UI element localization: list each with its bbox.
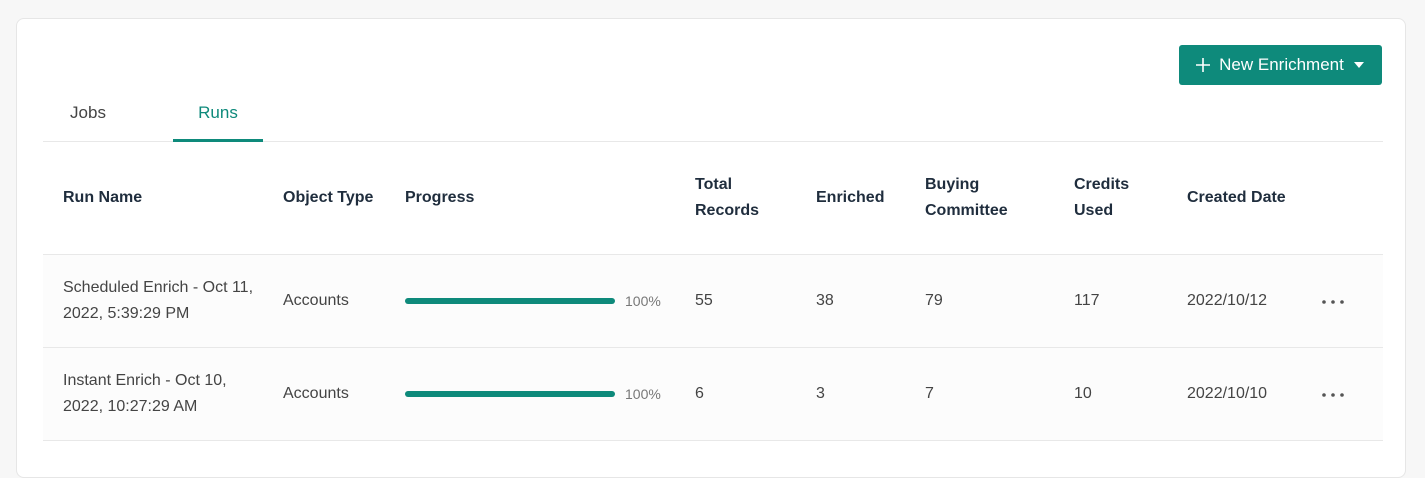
card: New Enrichment Jobs Runs Run Name Object T… xyxy=(16,18,1406,478)
credits-used-cell: 10 xyxy=(1074,347,1187,441)
runs-table: Run Name Object Type Progress Total Records… xyxy=(43,141,1383,441)
created-date-cell: 2022/10/12 xyxy=(1187,254,1321,348)
column-header: Buying Committee xyxy=(925,141,1074,255)
progress-track xyxy=(405,390,615,397)
column-header: Total Records xyxy=(695,141,816,255)
tabs: Jobs Runs xyxy=(43,89,1383,142)
progress-label: 100% xyxy=(625,292,661,309)
plus-icon xyxy=(1196,58,1211,72)
actions-cell xyxy=(1321,347,1383,441)
column-header: Credits Used xyxy=(1074,141,1187,255)
run-name-cell: Instant Enrich - Oct 10, 2022, 10:27:29 … xyxy=(43,347,283,441)
more-icon[interactable] xyxy=(1321,392,1345,398)
progress-cell: 100% xyxy=(405,347,695,441)
total-records-cell: 55 xyxy=(695,254,816,348)
created-date-cell: 2022/10/10 xyxy=(1187,347,1321,441)
button-label: New Enrichment xyxy=(1219,55,1344,74)
tab[interactable]: Jobs xyxy=(70,103,106,122)
header-row: Run Name Object Type Progress Total Records… xyxy=(43,141,1383,255)
actions-header xyxy=(1321,141,1383,255)
caret-icon xyxy=(1353,62,1364,68)
table-row: Scheduled Enrich - Oct 11, 2022, 5:39:29… xyxy=(43,254,1383,348)
column-header: Created Date xyxy=(1187,141,1321,255)
enriched-cell: 3 xyxy=(816,347,925,441)
object-type-cell: Accounts xyxy=(283,347,405,441)
tab[interactable]: Runs xyxy=(173,89,263,142)
column-header: Run Name xyxy=(43,141,283,255)
credits-used-cell: 117 xyxy=(1074,254,1187,348)
actions-cell xyxy=(1321,254,1383,348)
column-header: Enriched xyxy=(816,141,925,255)
progress-bar xyxy=(405,390,615,397)
column-header: Object Type xyxy=(283,141,405,255)
progress-track xyxy=(405,297,615,304)
enriched-cell: 38 xyxy=(816,254,925,348)
table-row: Instant Enrich - Oct 10, 2022, 10:27:29 … xyxy=(43,347,1383,441)
column-header: Progress xyxy=(405,141,695,255)
total-records-cell: 6 xyxy=(695,347,816,441)
run-name-cell: Scheduled Enrich - Oct 11, 2022, 5:39:29… xyxy=(43,254,283,348)
more-icon[interactable] xyxy=(1321,299,1345,305)
buying-committee-cell: 7 xyxy=(925,347,1074,441)
progress-bar xyxy=(405,297,615,304)
new-enrichment-button[interactable]: New Enrichment xyxy=(1179,45,1382,85)
object-type-cell: Accounts xyxy=(283,254,405,348)
progress-label: 100% xyxy=(625,385,661,402)
buying-committee-cell: 79 xyxy=(925,254,1074,348)
progress-cell: 100% xyxy=(405,254,695,348)
page: New Enrichment Jobs Runs Run Name Object T… xyxy=(16,18,1406,478)
